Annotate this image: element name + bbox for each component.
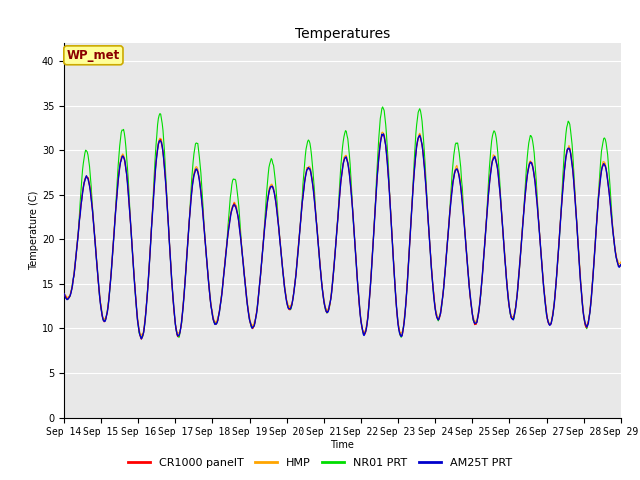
Title: Temperatures: Temperatures (295, 27, 390, 41)
Text: WP_met: WP_met (67, 49, 120, 62)
Legend: CR1000 panelT, HMP, NR01 PRT, AM25T PRT: CR1000 panelT, HMP, NR01 PRT, AM25T PRT (124, 453, 516, 472)
Y-axis label: Temperature (C): Temperature (C) (29, 191, 39, 270)
X-axis label: Time: Time (330, 440, 355, 450)
